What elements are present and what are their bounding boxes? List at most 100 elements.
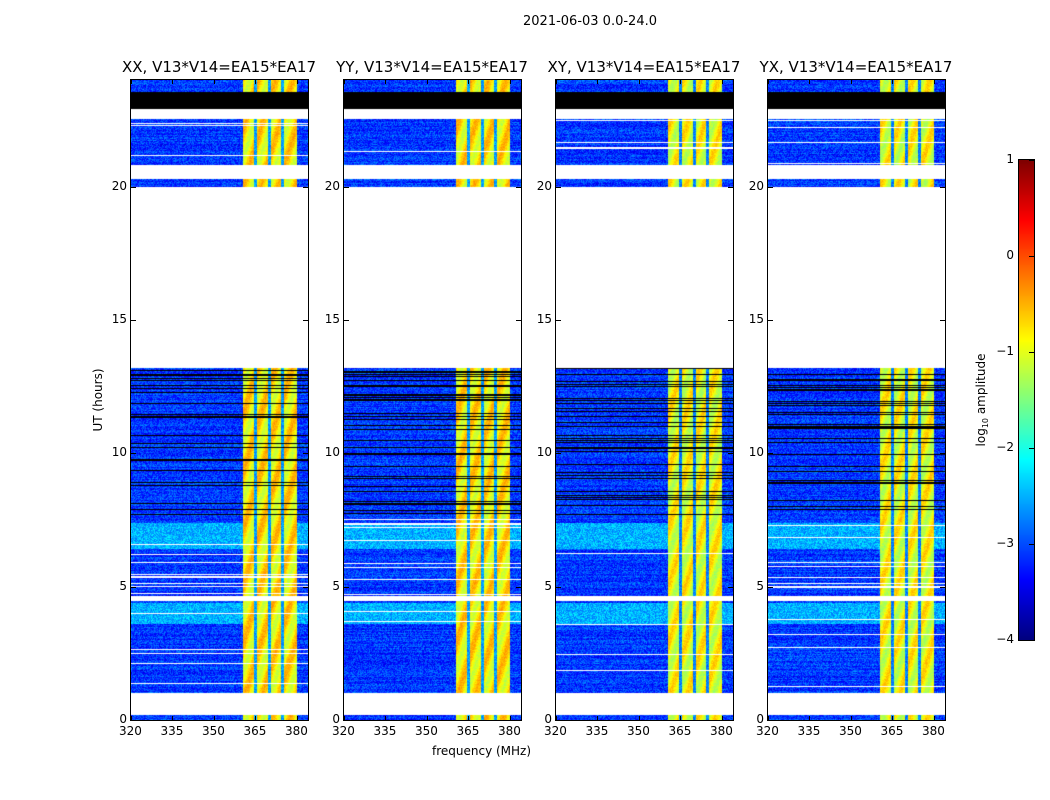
y-tick-label: 10: [536, 445, 552, 460]
x-tick-mark: [172, 80, 174, 84]
x-tick-mark: [721, 716, 723, 720]
colorbar-label: log10 amplitude: [973, 353, 991, 447]
x-tick-mark: [255, 716, 257, 720]
x-tick-mark: [597, 80, 599, 84]
x-tick-mark: [933, 716, 935, 720]
x-tick-label: 350: [414, 724, 438, 738]
y-tick-mark: [303, 720, 308, 721]
panel-title-yx: YX, V13*V14=EA15*EA17: [759, 58, 953, 76]
colorbar-tick-mark: [1029, 640, 1034, 641]
y-tick-label: 10: [111, 445, 127, 460]
y-tick-label: 0: [119, 712, 127, 726]
y-tick-mark: [728, 320, 733, 321]
x-tick-mark: [468, 716, 470, 720]
y-tick-mark: [303, 453, 308, 455]
y-tick-mark: [131, 453, 136, 455]
colorbar-tick-label: −2: [996, 440, 1014, 454]
x-tick-label: 350: [838, 724, 862, 738]
x-tick-mark: [638, 80, 640, 84]
x-tick-mark: [680, 80, 682, 84]
x-tick-label: 350: [201, 724, 225, 738]
colorbar-tick-mark: [1029, 256, 1034, 257]
x-tick-mark: [131, 80, 132, 84]
x-tick-mark: [768, 80, 769, 84]
y-tick-mark: [768, 586, 773, 588]
colorbar-tick-mark: [1029, 448, 1034, 449]
colorbar-tick-label: −1: [996, 344, 1014, 358]
y-tick-mark: [344, 453, 349, 455]
y-tick-mark: [940, 186, 945, 188]
spectrogram-image-xx: [131, 80, 308, 720]
x-tick-mark: [809, 716, 811, 720]
y-tick-mark: [728, 186, 733, 188]
x-tick-label: 320: [119, 724, 142, 738]
x-tick-mark: [385, 716, 387, 720]
y-tick-label: 5: [332, 578, 340, 593]
x-tick-label: 365: [243, 724, 267, 738]
x-tick-mark: [255, 80, 257, 84]
y-tick-mark: [556, 320, 561, 321]
x-tick-mark: [556, 80, 557, 84]
y-tick-label: 20: [748, 178, 764, 193]
y-tick-mark: [131, 586, 136, 588]
colorbar-tick-label: −3: [996, 536, 1014, 550]
y-tick-label: 0: [756, 712, 764, 726]
x-tick-label: 335: [373, 724, 397, 738]
x-tick-label: 320: [544, 724, 567, 738]
y-tick-mark: [344, 720, 349, 721]
x-tick-label: 380: [921, 724, 945, 738]
y-tick-label: 20: [324, 178, 340, 193]
y-tick-label: 15: [536, 312, 552, 326]
y-tick-mark: [768, 720, 773, 721]
spectrogram-image-xy: [556, 80, 733, 720]
heatmap-panel-yx: [767, 79, 946, 721]
x-tick-mark: [131, 716, 132, 720]
y-tick-mark: [940, 453, 945, 455]
x-tick-mark: [468, 80, 470, 84]
x-tick-label: 380: [497, 724, 521, 738]
x-tick-label: 350: [626, 724, 650, 738]
x-tick-mark: [296, 80, 298, 84]
panel-title-xy: XY, V13*V14=EA15*EA17: [547, 58, 741, 76]
colorbar-tick-mark: [1029, 544, 1034, 545]
x-tick-label: 380: [284, 724, 308, 738]
y-tick-mark: [131, 320, 136, 321]
y-tick-label: 15: [748, 312, 764, 326]
panel-title-xx: XX, V13*V14=EA15*EA17: [121, 58, 316, 76]
y-tick-label: 5: [544, 578, 552, 593]
x-tick-label: 320: [332, 724, 355, 738]
x-tick-mark: [597, 716, 599, 720]
x-tick-mark: [385, 80, 387, 84]
colorbar-tick-mark: [1029, 160, 1034, 161]
x-tick-label: 320: [756, 724, 779, 738]
y-tick-mark: [556, 186, 561, 188]
x-tick-mark: [509, 80, 511, 84]
x-tick-mark: [344, 716, 345, 720]
x-tick-mark: [809, 80, 811, 84]
x-tick-mark: [426, 716, 428, 720]
y-axis-label: UT (hours): [91, 368, 105, 432]
y-tick-mark: [556, 720, 561, 721]
y-tick-mark: [131, 186, 136, 188]
x-tick-mark: [768, 716, 769, 720]
colorbar: [1018, 159, 1035, 641]
colorbar-tick-label: 0: [1006, 248, 1014, 262]
y-tick-mark: [516, 186, 521, 188]
y-tick-mark: [940, 586, 945, 588]
x-tick-mark: [172, 716, 174, 720]
colorbar-tick-label: 1: [1006, 152, 1014, 166]
x-tick-label: 380: [709, 724, 733, 738]
y-tick-mark: [344, 186, 349, 188]
spectrogram-image-yx: [768, 80, 945, 720]
heatmap-panel-yy: [343, 79, 522, 721]
y-tick-label: 15: [111, 312, 127, 326]
y-tick-mark: [516, 586, 521, 588]
y-tick-mark: [516, 453, 521, 455]
x-tick-mark: [892, 716, 894, 720]
x-tick-label: 335: [797, 724, 821, 738]
y-tick-mark: [768, 453, 773, 455]
y-tick-label: 20: [111, 178, 127, 193]
y-tick-mark: [940, 320, 945, 321]
heatmap-panel-xx: [130, 79, 309, 721]
